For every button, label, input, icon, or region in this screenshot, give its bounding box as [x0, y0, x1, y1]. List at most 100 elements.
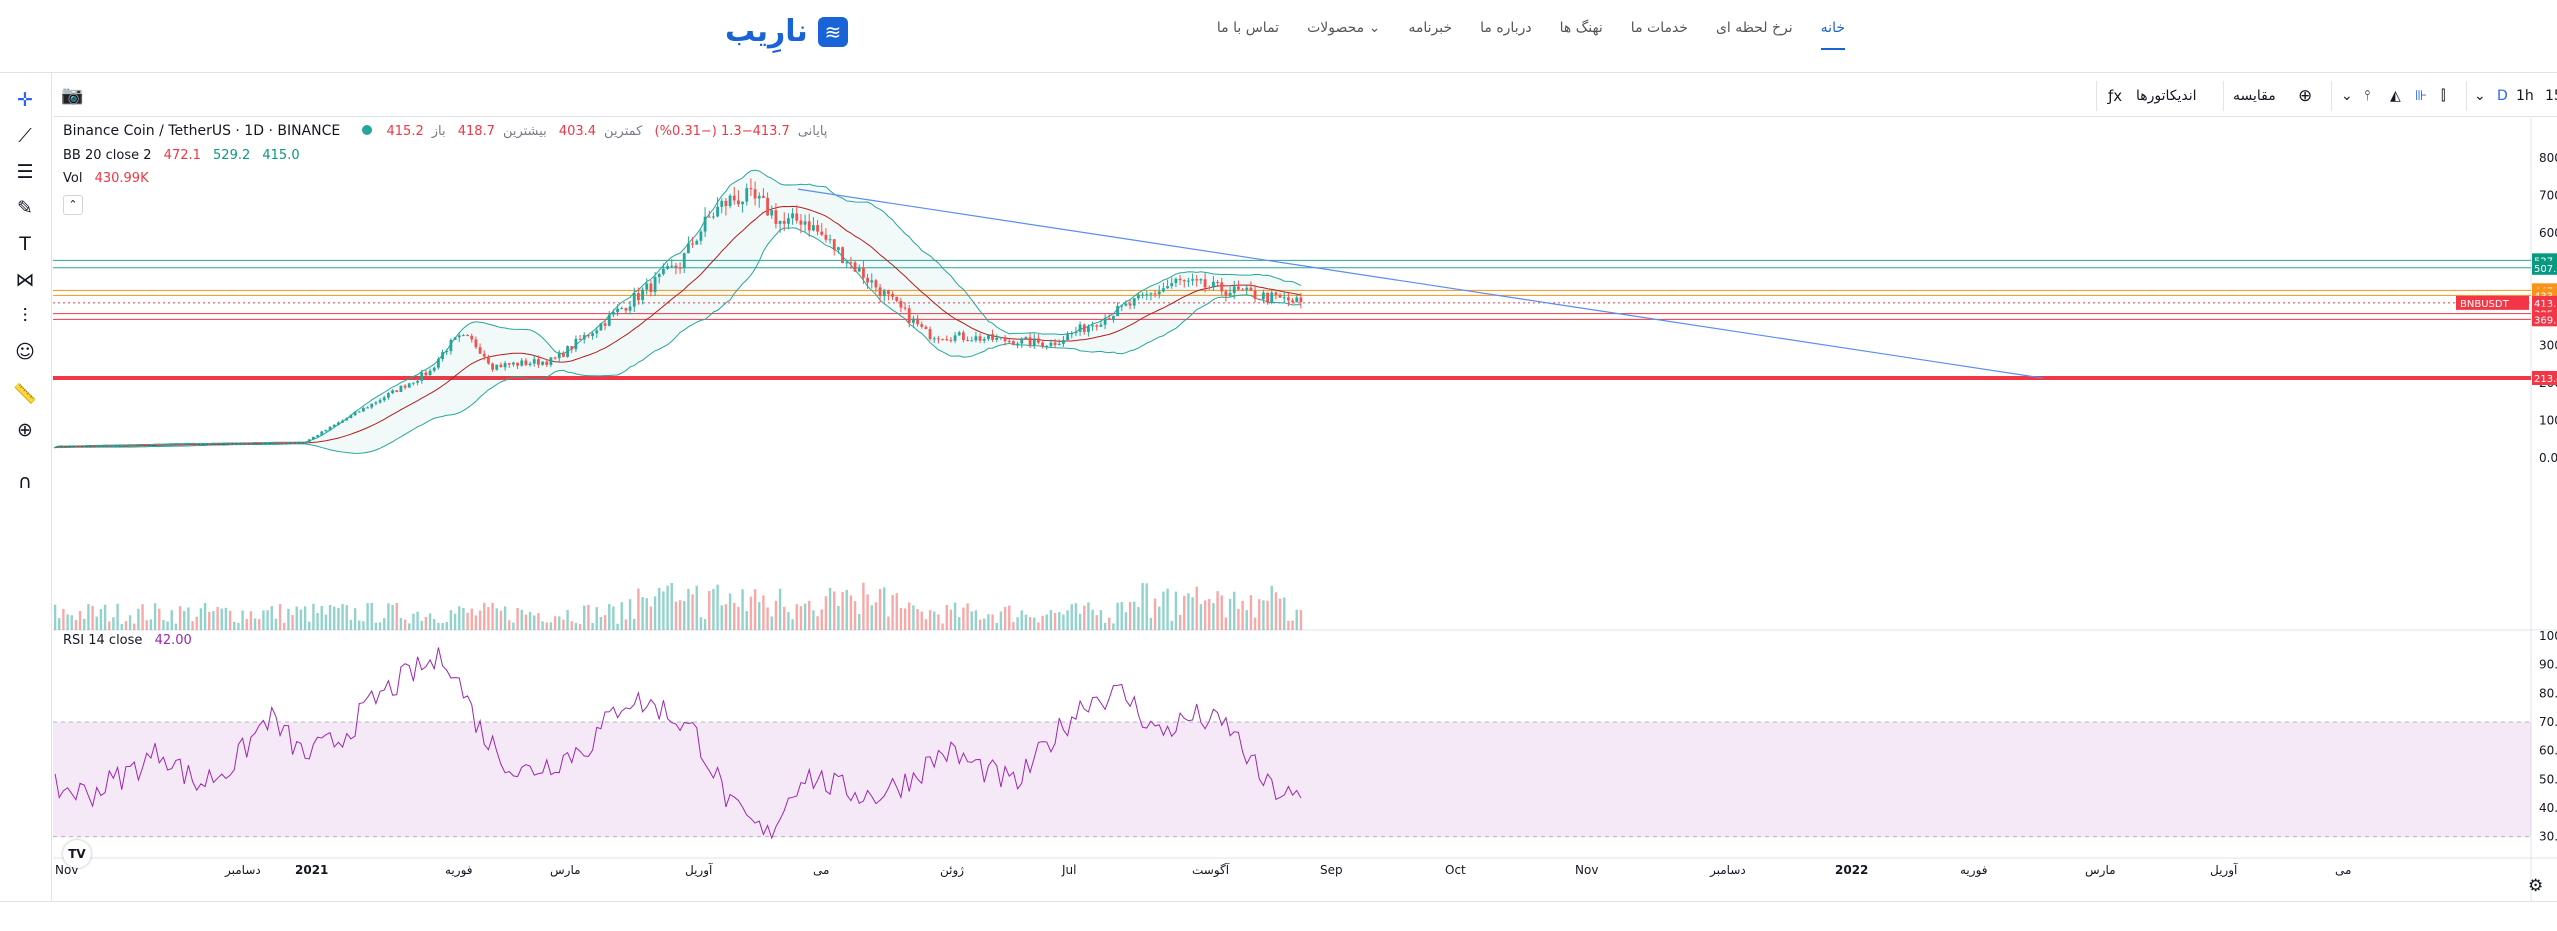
fib-retracement-icon[interactable]: ☰ [16, 161, 34, 183]
candle-body [132, 444, 136, 446]
volume-bar [653, 596, 657, 630]
volume-bar [1037, 622, 1040, 630]
ruler-icon[interactable]: 📏 [13, 383, 37, 405]
add-symbol-icon[interactable]: ⊕ [2298, 86, 2313, 106]
camera-icon[interactable]: 📷 [61, 85, 84, 106]
volume-bar [228, 610, 232, 630]
volume-bar [53, 604, 57, 630]
volume-bar [562, 619, 565, 630]
indicators-button[interactable]: اندیکاتورها [2136, 88, 2197, 104]
candle-body [670, 265, 674, 267]
volume-bar [499, 610, 503, 630]
candle-body [1166, 286, 1169, 289]
volume-label[interactable]: Vol [63, 171, 83, 186]
nav-item-whales[interactable]: نهنگ ها [1559, 20, 1603, 36]
volume-bar [1066, 610, 1069, 630]
candle-body [107, 445, 111, 447]
candle-body [678, 267, 682, 269]
time-tick-label: می [813, 863, 829, 877]
volume-bar [1112, 623, 1115, 630]
candle-body [582, 335, 586, 340]
volume-bar [353, 608, 357, 630]
nav-item-home[interactable]: خانه [1820, 20, 1846, 50]
nav-item-products[interactable]: محصولات ⌄ [1307, 20, 1381, 36]
candle-body [407, 383, 411, 388]
candle-body [766, 197, 769, 216]
interval-15m[interactable]: 15m [2545, 88, 2557, 104]
candle-body [487, 356, 490, 364]
candle-body [720, 200, 724, 207]
tradingview-logo[interactable]: TV [63, 840, 91, 868]
volume-bar [687, 588, 690, 630]
pattern-icon[interactable]: ⋈ [15, 269, 35, 291]
price-chart[interactable]: 800.0700.0600.0500.0400.0300.0200.0100.0… [53, 118, 2557, 901]
chevron-down-icon[interactable]: ⌄ [2474, 88, 2486, 104]
candle-body [570, 346, 574, 350]
volume-bar [212, 611, 215, 630]
interval-d[interactable]: D [2497, 88, 2508, 104]
volume-bar [612, 606, 615, 630]
volume-bar [795, 604, 798, 630]
nav-item-live-rates[interactable]: نرخ لحظه ای [1715, 20, 1793, 36]
crosshair-icon[interactable]: ✛ [17, 89, 33, 111]
candle-body [687, 243, 690, 254]
volume-bar [695, 585, 698, 630]
nav-item-about[interactable]: درباره ما [1480, 20, 1532, 36]
candle-body [237, 443, 240, 445]
volume-bar [170, 610, 173, 630]
candle-body [287, 442, 290, 444]
text-tool-icon[interactable]: T [19, 233, 31, 255]
candle-body [549, 357, 553, 365]
volume-bar [433, 619, 436, 630]
nav-item-contact[interactable]: تماس با ما [1216, 20, 1280, 36]
interval-1h[interactable]: 1h [2516, 88, 2534, 104]
candle-body [1124, 303, 1128, 306]
magnet-icon[interactable]: ∩ [18, 471, 32, 493]
volume-bar [1241, 600, 1244, 630]
volume-bar [74, 619, 78, 630]
symbol-title[interactable]: Binance Coin / TetherUS · 1D · BINANCE [63, 123, 341, 139]
line-chart-icon[interactable]: ⫯ [2364, 88, 2371, 104]
candle-body [1191, 279, 1194, 281]
collapse-legend-button[interactable]: ⌃ [63, 195, 83, 215]
bars-icon[interactable]: ⫿ [2441, 88, 2446, 104]
time-tick-label: فوریه [1960, 863, 1988, 878]
candle-body [70, 446, 74, 448]
candle-body [145, 444, 149, 446]
candle-body [1157, 291, 1161, 295]
volume-bar [903, 608, 907, 630]
volume-bar [324, 614, 328, 630]
volume-bar [924, 619, 928, 630]
area-chart-icon[interactable]: ◭ [2390, 88, 2401, 104]
chevron-down-icon[interactable]: ⌄ [2341, 88, 2353, 104]
brush-icon[interactable]: ✎ [17, 197, 33, 219]
candle-body [1237, 286, 1240, 290]
rsi-label[interactable]: RSI 14 close [63, 633, 143, 648]
compare-button[interactable]: مقایسه [2233, 88, 2276, 104]
volume-bar [1228, 598, 1232, 630]
trend-line-icon[interactable]: ⟋ [18, 125, 32, 147]
volume-bar [128, 615, 132, 630]
candle-body [1266, 292, 1269, 303]
prediction-icon[interactable]: ⫶ [22, 305, 28, 327]
volume-bar [970, 611, 973, 630]
volume-bar [749, 596, 753, 630]
indicators-icon[interactable]: ƒx [2108, 87, 2123, 105]
bb-label[interactable]: BB 20 close 2 [63, 148, 152, 163]
candle-body [812, 225, 815, 231]
nav-item-services[interactable]: خدمات ما [1630, 20, 1688, 36]
volume-bar [341, 604, 344, 630]
volume-bar [937, 614, 940, 630]
zoom-in-icon[interactable]: ⊕ [17, 419, 33, 441]
nav-item-newsletter[interactable]: خبرنامه [1408, 20, 1453, 36]
emoji-icon[interactable]: ☺ [15, 341, 35, 363]
brand-logo[interactable]: نارِیب ≋ [725, 14, 848, 49]
candle-body [674, 265, 678, 268]
time-tick-label: فوریه [445, 863, 473, 878]
volume-bar [345, 605, 348, 630]
volume-bar [595, 607, 598, 630]
time-tick-label: 2022 [1835, 863, 1868, 877]
gear-icon[interactable]: ⚙ [2528, 876, 2544, 896]
candles-icon[interactable]: ⊪ [2415, 88, 2428, 104]
candle-body [249, 443, 253, 445]
